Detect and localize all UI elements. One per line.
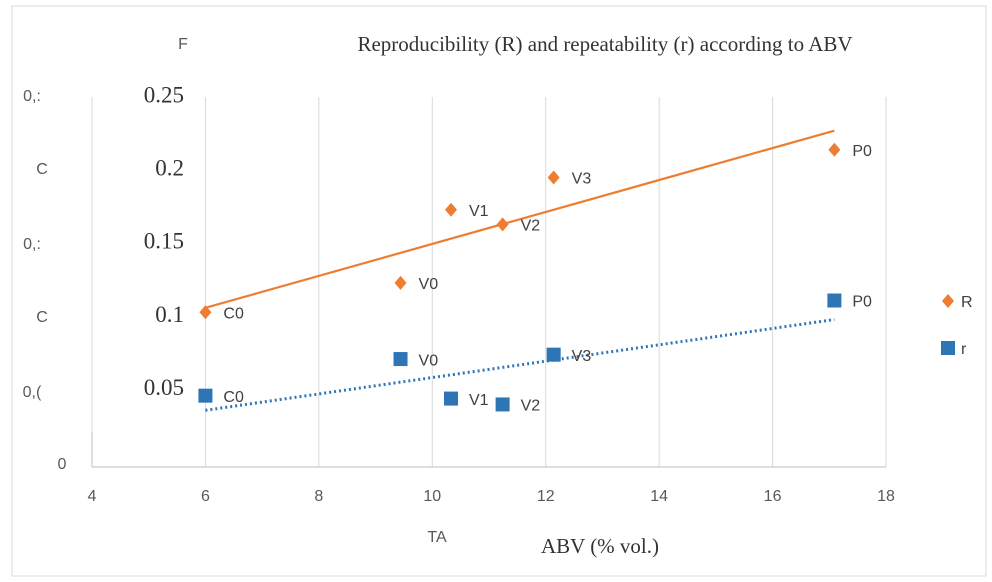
legend-label: R [961,294,973,311]
x-tick-label: 16 [764,488,782,505]
x-tick-label: 12 [537,488,555,505]
chart-frame [11,5,987,577]
overlay-text: 0,: [23,236,41,253]
trendline [205,129,835,309]
point [546,347,561,362]
x-tick-label: 6 [201,488,210,505]
point-label: V2 [521,218,541,235]
point-label: V1 [469,203,489,220]
x-tick-label: 8 [314,488,323,505]
x-tick-label: 4 [88,488,97,505]
point-label: V0 [419,276,439,293]
point [495,397,510,412]
point-label: C0 [223,389,244,406]
point [393,352,408,367]
point [828,142,841,157]
x-axis-title: ABV (% vol.) [541,534,659,558]
y-tick-label: 0.1 [155,302,184,327]
point-label: V0 [419,352,439,369]
overlay-text: 0,( [23,384,42,401]
point [547,170,560,185]
legend-label: r [961,341,967,358]
y-tick-label: 0.25 [144,82,184,107]
point [444,391,459,406]
point-label: P0 [852,143,872,160]
point [394,275,407,290]
point-label: P0 [852,294,872,311]
x-tick-label: 18 [877,488,895,505]
chart-title: Reproducibility (R) and repeatability (r… [357,32,852,56]
point [445,202,458,217]
point [199,305,212,320]
overlay-text: C [36,161,48,178]
point-label: C0 [223,305,244,322]
point [827,293,842,308]
legend-marker [941,341,955,355]
x-tick-label: 14 [650,488,668,505]
legend-marker [942,294,954,308]
y-tick-label: 0.05 [144,375,184,400]
y-tick-label: 0.2 [155,155,184,180]
overlay-text: C [36,309,48,326]
overlay-text: F [178,36,188,53]
overlay-text: 0,: [23,88,41,105]
point-label: V3 [572,171,592,188]
point [496,217,509,232]
overlay-text: 0 [58,456,67,473]
point [198,388,213,403]
point-label: V1 [469,392,489,409]
point-label: V2 [521,398,541,415]
point-label: V3 [572,348,592,365]
trendline [205,318,835,412]
x-tick-label: 10 [423,488,441,505]
y-tick-label: 0.15 [144,229,184,254]
overlay-text: TA [427,529,447,546]
